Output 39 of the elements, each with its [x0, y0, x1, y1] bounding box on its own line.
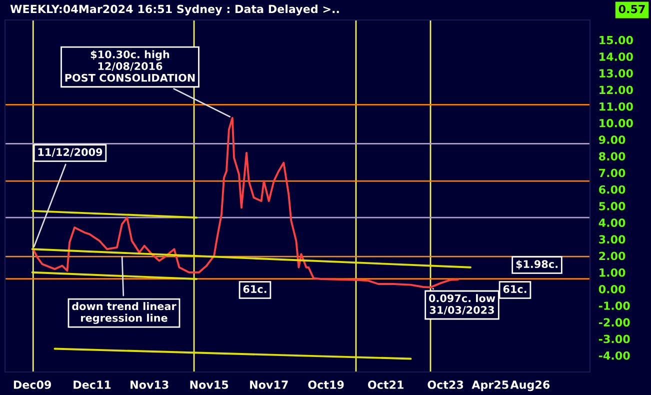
text: 0.57 — [618, 4, 645, 14]
y-tick-label: 9.00 — [598, 136, 626, 144]
x-tick-label: Apr25 — [472, 380, 508, 392]
y-tick-label: -3.00 — [598, 334, 630, 344]
y-tick-label: 12.00 — [600, 86, 633, 94]
y-tick-label: 2.00 — [599, 252, 626, 260]
y-tick-label: -2.00 — [598, 318, 630, 327]
annotation: down trend linear regression line — [72, 302, 176, 324]
y-tick-label: 11.00 — [600, 102, 633, 111]
x-tick-label: Dec09 — [14, 380, 52, 389]
annotation: $10.30c. high 12/08/2016 POST CONSOLIDATION — [65, 50, 195, 82]
y-tick-label: 15.00 — [600, 36, 633, 44]
x-tick-label: Dec11 — [74, 380, 111, 389]
y-tick-label: 5.00 — [599, 202, 626, 210]
y-tick-label: 8.00 — [599, 152, 626, 161]
x-tick-label: Oct19 — [308, 380, 344, 389]
y-tick-label: 4.00 — [598, 218, 626, 227]
annotation: 11/12/2009 — [38, 148, 102, 157]
annotation: 61c. — [503, 285, 526, 294]
x-tick-label: Aug26 — [510, 380, 550, 392]
x-tick-label: Oct21 — [368, 380, 404, 389]
annotation: 61c. — [243, 285, 266, 294]
annotation: $1.98c. — [516, 260, 558, 270]
x-tick-label: Nov17 — [250, 380, 288, 389]
y-tick-label: 0.00 — [598, 284, 626, 294]
y-tick-label: -4.00 — [598, 351, 630, 360]
annotation: 0.097c. low 31/03/2023 — [428, 294, 496, 315]
y-tick-label: 1.00 — [600, 268, 626, 277]
y-tick-label: 13.00 — [600, 69, 633, 78]
y-tick-label: 10.00 — [600, 118, 633, 128]
y-tick-label: 6.00 — [599, 185, 626, 194]
x-tick-label: Nov15 — [190, 380, 228, 389]
y-tick-label: 7.00 — [599, 168, 626, 178]
x-tick-label: Nov13 — [130, 380, 168, 389]
chart-title: WEEKLY:04Mar2024 16:51 Sydney : Data Delayed >.. — [10, 4, 339, 16]
y-tick-label: 14.00 — [600, 52, 633, 61]
y-tick-label: 3.00 — [599, 235, 626, 244]
y-tick-label: -1.00 — [598, 302, 630, 310]
x-tick-label: Oct23 — [428, 380, 464, 389]
